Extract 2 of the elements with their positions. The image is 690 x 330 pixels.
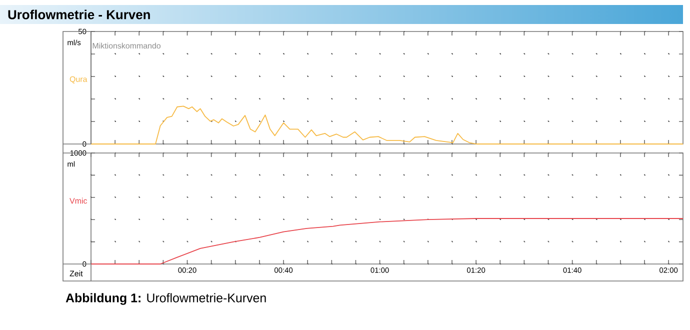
chart-title: Uroflowmetrie - Kurven [8, 10, 150, 20]
text: Abbildung 1: Uroflowmetrie-Kurven [66, 293, 266, 305]
